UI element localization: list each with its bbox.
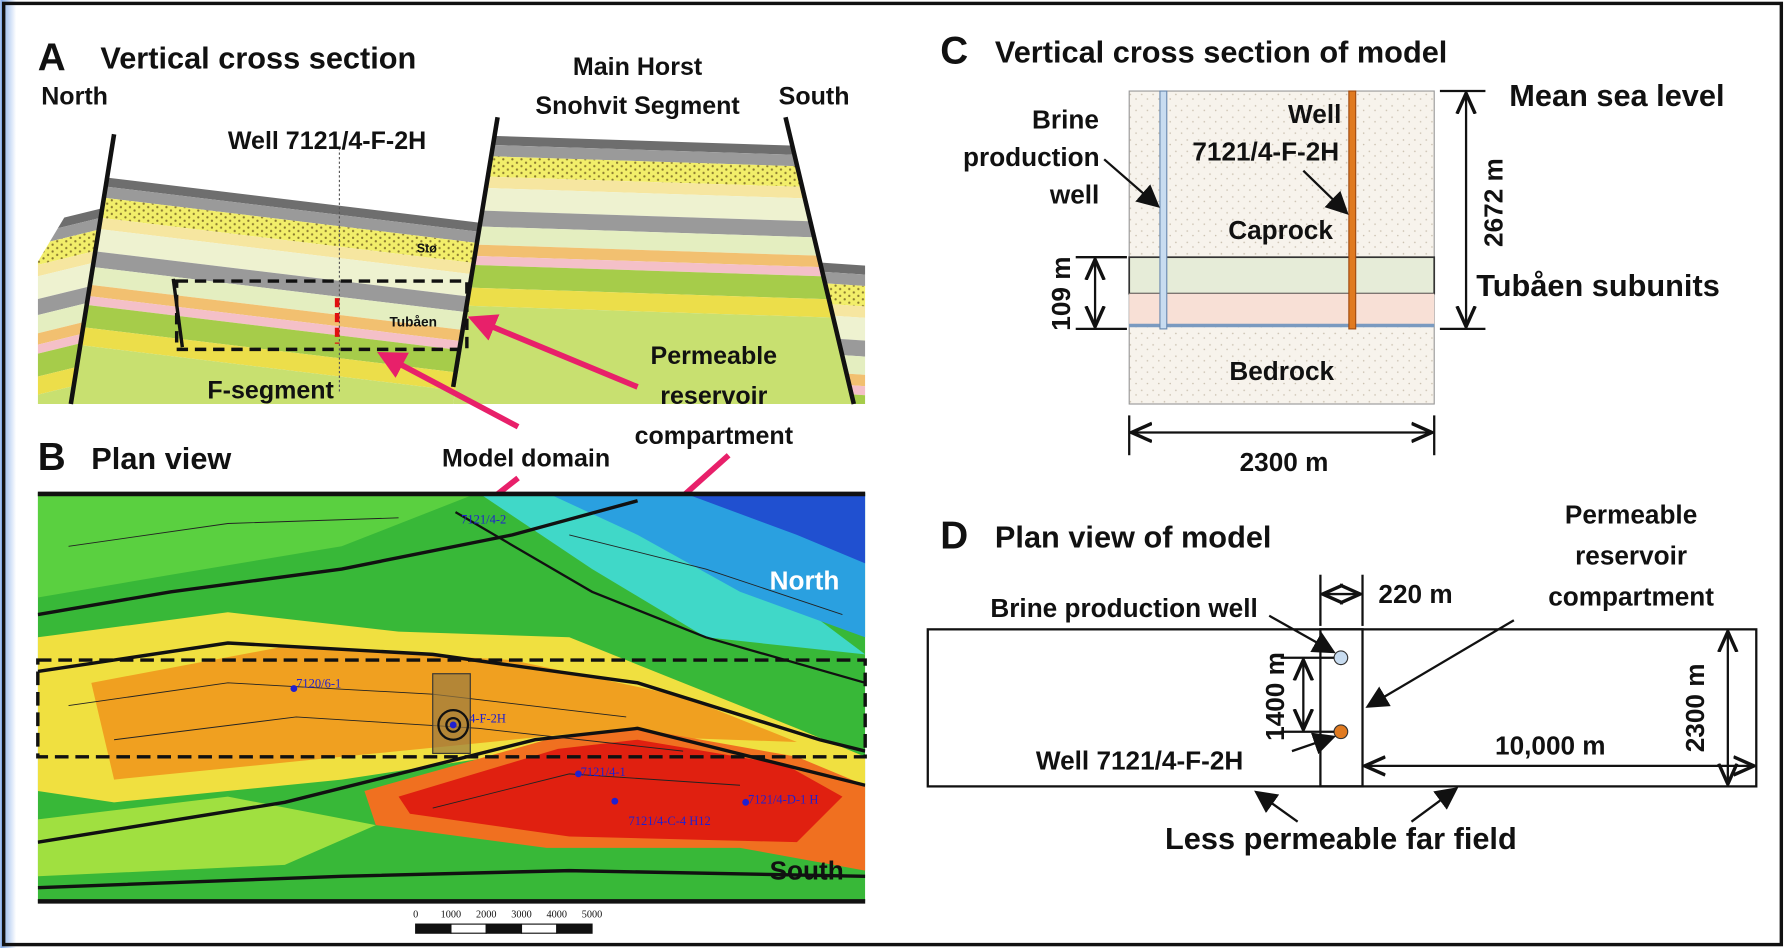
label: Tubåen subunits (1476, 268, 1719, 303)
compartment-marker (611, 798, 618, 805)
callout: reservoir (660, 382, 767, 410)
model-section (1160, 91, 1167, 329)
dimension-label: 109 m (1046, 257, 1076, 331)
label: 7121/4-F-2H (1192, 136, 1339, 166)
unit-label: Stø (417, 242, 438, 256)
label: Brine production well (990, 593, 1257, 623)
scale-segment (451, 924, 486, 933)
callout: Model domain (442, 445, 610, 473)
unit-label: Tubåen (389, 315, 437, 330)
page: Model figure { "panel_a": {"label": "A",… (0, 0, 1785, 948)
label: Mean sea level (1509, 78, 1724, 113)
label: Main Horst (573, 53, 703, 81)
well-label: 4-F-2H (469, 712, 506, 726)
label: Well 7121/4-F-2H (228, 127, 426, 155)
dimension-label: 220 m (1378, 579, 1452, 609)
well-label: 7121/4-C-4 H12 (628, 814, 710, 828)
well-label: 7121/4-1 (581, 765, 626, 779)
panel-label: B (38, 436, 66, 479)
model-section (1129, 294, 1434, 325)
label: production (963, 142, 1100, 172)
well-label: 7121/4-2 (461, 513, 506, 527)
scale-label: 4000 (547, 909, 567, 920)
dimension-label: 2300 m (1240, 447, 1329, 477)
scale-segment (416, 924, 451, 933)
callout: compartment (635, 422, 794, 450)
well-label: 7121/4-D-1 H (748, 792, 818, 806)
panel-label: C (940, 30, 968, 73)
label: Caprock (1228, 215, 1333, 245)
scale-bar: 0 1000 2000 3000 4000 5000 (413, 909, 602, 933)
scale-label: 1000 (441, 909, 461, 920)
model-plan (1334, 725, 1348, 739)
scale-label: 5000 (582, 909, 602, 920)
label: Less permeable far field (1165, 821, 1517, 856)
scale-segment (557, 924, 592, 933)
panel-label: D (940, 515, 968, 558)
panel-title: Plan view of model (995, 519, 1272, 554)
dimension-lines (1411, 790, 1454, 822)
label: Brine (1032, 105, 1099, 135)
panel-title: Vertical cross section of model (995, 35, 1447, 70)
compartment-marker (433, 674, 471, 754)
dimension-label: 2300 m (1680, 664, 1710, 753)
label: Bedrock (1229, 356, 1334, 386)
dimension-lines (1258, 793, 1298, 821)
dimension-label: 1400 m (1260, 652, 1290, 741)
model-section (1129, 257, 1434, 293)
label: F-segment (207, 376, 334, 404)
label: North (41, 83, 108, 111)
label: Snohvit Segment (535, 92, 740, 120)
map-label: North (770, 566, 840, 596)
map-label: South (770, 856, 844, 886)
figure: A Vertical cross section North Main Hors… (0, 0, 1785, 948)
scale-label: 3000 (511, 909, 531, 920)
body: A Vertical cross section North Main Hors… (0, 0, 1785, 948)
panel-title: Vertical cross section (100, 40, 416, 75)
dimension-label: 2672 m (1478, 158, 1508, 247)
scale-segment (521, 924, 556, 933)
scale-segment (486, 924, 521, 933)
model-section (1349, 91, 1356, 329)
scale-label: 2000 (476, 909, 496, 920)
panel-title: Plan view (91, 441, 231, 476)
callout: Permeable (651, 342, 778, 370)
scale-label: 0 (413, 909, 418, 920)
compartment-marker (450, 722, 457, 729)
label: compartment (1548, 581, 1714, 611)
label: South (779, 83, 850, 111)
model-plan (1334, 651, 1348, 665)
label: Well (1288, 99, 1341, 129)
label: well (1049, 180, 1099, 210)
panel-label: A (38, 37, 66, 80)
dimension-label: 10,000 m (1495, 731, 1606, 761)
label: Permeable (1565, 500, 1697, 530)
label: Well 7121/4-F-2H (1036, 745, 1243, 775)
well-label: 7120/6-1 (296, 676, 341, 690)
label: reservoir (1575, 540, 1687, 570)
